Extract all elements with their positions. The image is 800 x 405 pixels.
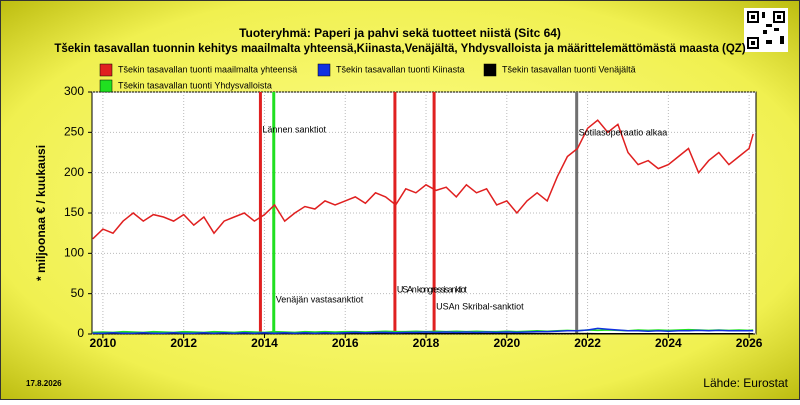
date: 17.8.2026	[26, 379, 62, 388]
x-tick-label: 2022	[574, 336, 601, 350]
source: Lähde: Eurostat	[703, 376, 788, 390]
legend-swatch	[100, 64, 112, 76]
legend-label: Tšekin tasavallan tuonti Venäjältä	[502, 64, 636, 74]
y-tick-label: 50	[71, 286, 85, 300]
legend-swatch	[100, 80, 112, 92]
event-label: USAn kongressisanktiot	[397, 284, 467, 294]
x-tick-label: 2026	[736, 336, 763, 350]
y-axis-label: * miljoonaa € / kuukausi	[34, 145, 48, 281]
event-label: Lännen sanktiot	[262, 124, 326, 134]
qr-code	[744, 8, 788, 52]
event-label: USAn Skribal-sanktiot	[436, 301, 524, 311]
y-tick-label: 100	[64, 246, 84, 260]
event-label: Venäjän vastasanktiot	[276, 294, 364, 304]
x-tick-label: 2020	[493, 336, 520, 350]
x-tick-label: 2024	[655, 336, 682, 350]
legend-label: Tšekin tasavallan tuonti Kiinasta	[336, 64, 465, 74]
legend-label: Tšekin tasavallan tuonti Yhdysvalloista	[118, 80, 272, 90]
event-label: Sotilasoperaatio alkaa	[579, 127, 668, 137]
x-tick-label: 2016	[332, 336, 359, 350]
legend-swatch	[484, 64, 496, 76]
x-tick-label: 2010	[90, 336, 117, 350]
legend-label: Tšekin tasavallan tuonti maailmalta yhte…	[118, 64, 297, 74]
y-tick-label: 0	[77, 326, 84, 340]
x-tick-label: 2018	[413, 336, 440, 350]
y-tick-label: 150	[64, 205, 84, 219]
chart-subtitle: Tšekin tasavallan tuonnin kehitys maailm…	[54, 43, 746, 55]
x-tick-label: 2012	[170, 336, 197, 350]
y-tick-label: 300	[64, 84, 84, 98]
y-tick-label: 200	[64, 165, 84, 179]
x-tick-label: 2014	[251, 336, 278, 350]
y-tick-label: 250	[64, 125, 84, 139]
legend-swatch	[318, 64, 330, 76]
chart-title: Tuoteryhmä: Paperi ja pahvi sekä tuottee…	[239, 26, 561, 40]
